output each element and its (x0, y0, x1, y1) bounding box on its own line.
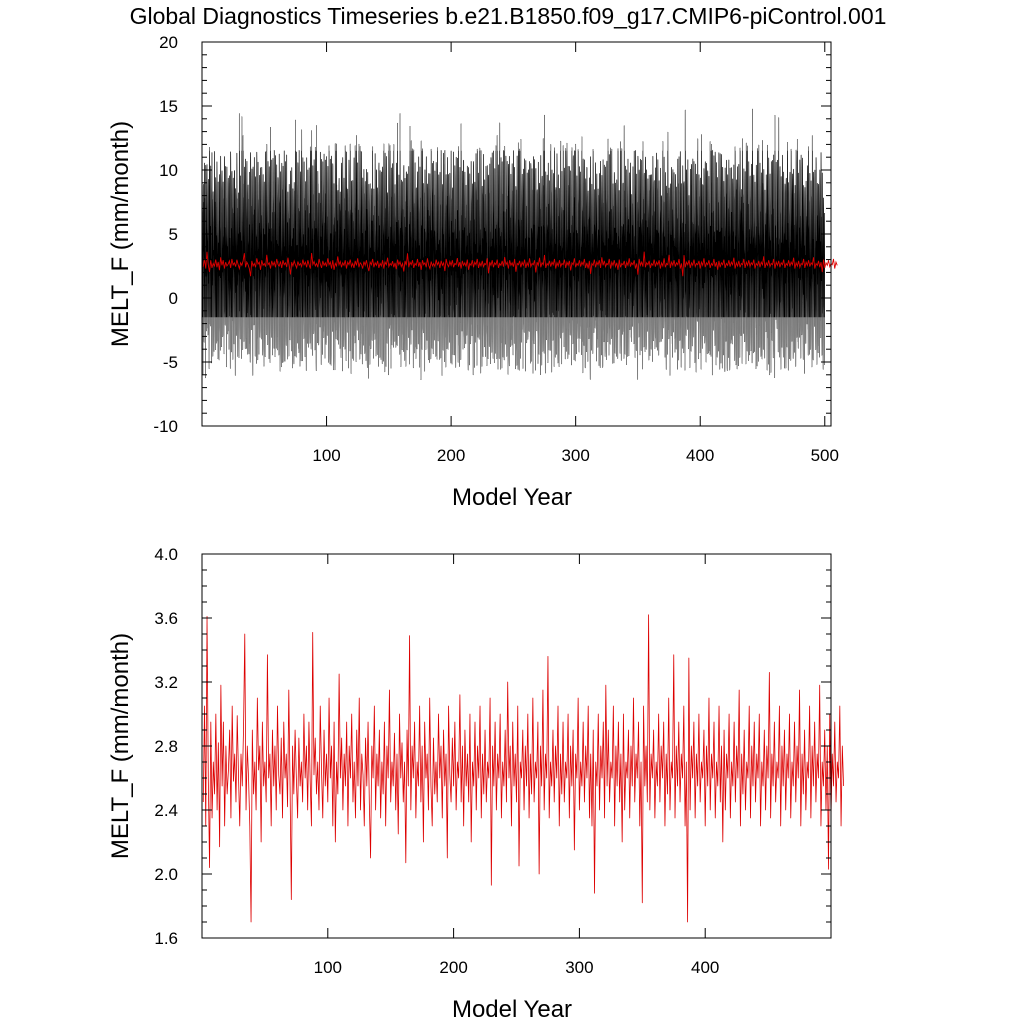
top-x-tick-label: 400 (686, 446, 714, 465)
bottom-y-tick-label: 2.0 (154, 865, 178, 884)
top-x-tick-label: 200 (437, 446, 465, 465)
bottom-y-tick-label: 2.8 (154, 737, 178, 756)
top-y-tick-label: -5 (163, 353, 178, 372)
top-x-tick-label: 300 (561, 446, 589, 465)
top-y-tick-label: 10 (159, 161, 178, 180)
bottom-panel: 1.6 2.0 2.4 2.8 3.2 3.6 4.0 100 200 300 400 Model … (107, 545, 844, 1023)
bottom-x-tick-label: 300 (565, 958, 593, 977)
top-y-tick-label: 5 (169, 225, 178, 244)
bottom-y-axis-label: MELT_F (mm/month) (107, 633, 134, 859)
top-y-tick-label: 15 (159, 97, 178, 116)
bottom-y-tick-label: 4.0 (154, 545, 178, 564)
top-y-axis-label: MELT_F (mm/month) (107, 121, 134, 347)
figure-title: Global Diagnostics Timeseries b.e21.B185… (130, 3, 887, 29)
bottom-plot-area (203, 615, 843, 922)
bottom-y-tick-label: 1.6 (154, 929, 178, 948)
top-plot-area (202, 109, 837, 380)
bottom-x-tick-label: 200 (439, 958, 467, 977)
annual-mean-line (203, 615, 843, 922)
top-y-tick-label: 0 (169, 289, 178, 308)
top-x-tick-label: 100 (312, 446, 340, 465)
bottom-y-tick-label: 3.2 (154, 673, 178, 692)
bottom-x-tick-label: 100 (314, 958, 342, 977)
figure: Global Diagnostics Timeseries b.e21.B185… (0, 0, 1024, 1024)
top-y-tick-label: 20 (159, 33, 178, 52)
bottom-y-tick-label: 2.4 (154, 801, 178, 820)
bottom-x-tick-label: 400 (691, 958, 719, 977)
top-x-tick-label: 500 (811, 446, 839, 465)
bottom-x-axis-label: Model Year (452, 996, 572, 1023)
top-y-tick-label: -10 (153, 417, 178, 436)
bottom-y-tick-label: 3.6 (154, 609, 178, 628)
top-x-axis-label: Model Year (452, 484, 572, 511)
